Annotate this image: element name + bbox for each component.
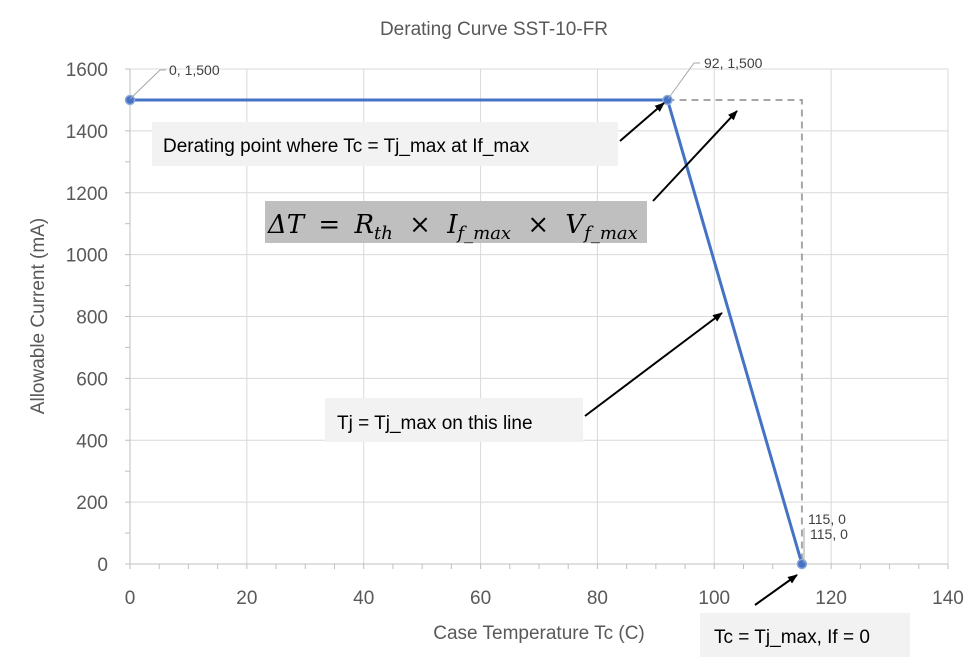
formula-times-1: ×: [409, 210, 431, 240]
x-tick-labels: 0 20 40 60 80 100 120 140: [125, 588, 964, 609]
label-leader-0: [129, 69, 166, 100]
series: [124, 94, 808, 570]
y-tick-label: 200: [76, 493, 108, 514]
y-tick-label: 1400: [66, 122, 108, 143]
data-point: [662, 94, 673, 106]
point-label-0: 0, 1,500: [169, 62, 220, 78]
x-tick-label: 60: [470, 588, 491, 609]
formula-r-sub: th: [374, 223, 393, 244]
point-label-2: 115, 0: [808, 511, 846, 527]
data-point: [124, 94, 136, 106]
x-tick-label: 80: [587, 588, 608, 609]
y-tick-label: 1600: [66, 60, 108, 81]
y-tick-label: 600: [76, 369, 108, 390]
y-tick-labels: 0 200 400 600 800 1000 1200 1400 1600: [66, 60, 108, 576]
arrow-formula: [652, 110, 738, 202]
arrow-end-point: [754, 574, 798, 606]
x-tick-label: 140: [932, 588, 964, 609]
x-tick-label: 0: [125, 588, 136, 609]
x-tick-label: 120: [815, 588, 847, 609]
formula-delta-t: ΔT: [267, 210, 306, 240]
formula-text: ΔT = Rth × If_max × Vf_max: [267, 210, 638, 246]
point-label-1: 92, 1,500: [704, 55, 763, 71]
formula-i: I: [446, 210, 458, 240]
formula-r: R: [353, 210, 374, 240]
formula-v-sub: f_max: [582, 223, 638, 244]
series-line: [130, 98, 804, 565]
y-tick-label: 1200: [66, 184, 108, 205]
formula-i-sub: f_max: [455, 223, 511, 244]
y-tick-label: 1000: [66, 246, 108, 267]
chart-title: Derating Curve SST-10-FR: [380, 19, 608, 40]
reference-dashed-line: [667, 98, 803, 564]
x-tick-label: 20: [236, 588, 257, 609]
formula-equals: =: [318, 210, 340, 240]
line-note-box: [325, 398, 583, 442]
arrow-line-note: [584, 312, 723, 417]
data-point: [796, 558, 808, 570]
grid: [125, 68, 949, 569]
y-axis-title: Allowable Current (mA): [28, 218, 49, 414]
y-tick-label: 0: [97, 555, 108, 576]
formula-v: V: [565, 210, 586, 240]
label-leader-1: [667, 62, 700, 100]
derating-callout-text: Derating point where Tc = Tj_max at If_m…: [163, 136, 530, 157]
line-note-text: Tj = Tj_max on this line: [337, 413, 533, 434]
x-axis-title: Case Temperature Tc (C): [433, 623, 645, 644]
end-point-box: [700, 613, 910, 657]
end-point-text: Tc = Tj_max, If = 0: [714, 627, 870, 648]
y-tick-label: 400: [76, 431, 108, 452]
formula-box: [265, 201, 647, 243]
arrow-derating-point: [619, 102, 665, 142]
y-tick-label: 800: [76, 308, 108, 329]
derating-callout-box: [152, 122, 618, 166]
x-tick-label: 40: [353, 588, 374, 609]
formula-times-2: ×: [527, 210, 549, 240]
point-label-3: 115, 0: [810, 526, 848, 542]
x-tick-label: 100: [698, 588, 730, 609]
